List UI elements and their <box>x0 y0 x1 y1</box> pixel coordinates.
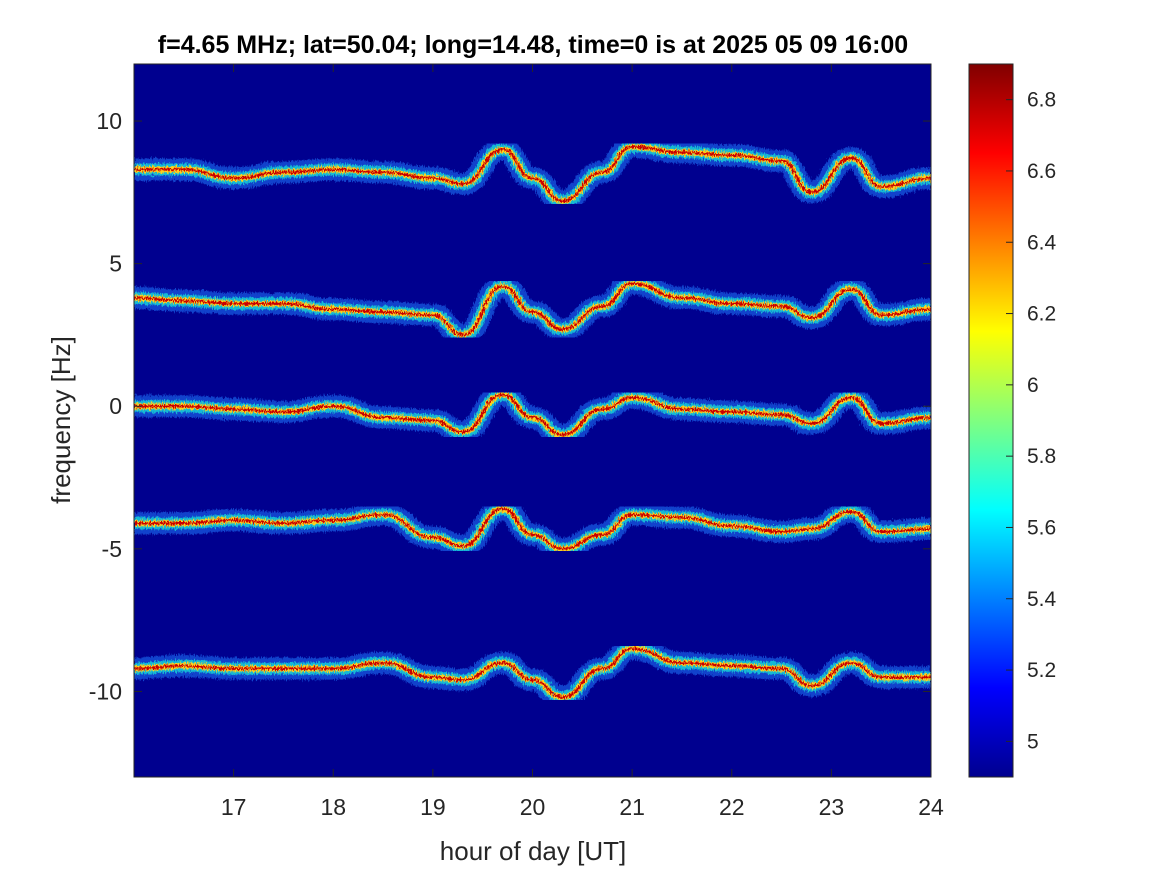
y-tick-label: -5 <box>102 536 122 562</box>
trace-line <box>134 393 931 437</box>
x-axis-label: hour of day [UT] <box>440 836 626 866</box>
x-tick-label: 24 <box>918 794 944 820</box>
x-tick-label: 21 <box>619 794 645 820</box>
colorbar-tick-label: 5.6 <box>1027 516 1056 539</box>
y-axis-label: frequency [Hz] <box>46 336 76 504</box>
colorbar-tick-label: 6.8 <box>1027 89 1056 112</box>
x-axis: 17 18 19 20 21 22 23 24 <box>221 64 944 820</box>
y-tick-label: -10 <box>89 678 122 704</box>
colorbar-tick-label: 5.8 <box>1027 445 1056 468</box>
spectral-traces <box>134 135 931 709</box>
colorbar-ticks: 6.8 6.6 6.4 6.2 6 5.8 5.6 5.4 5.2 5 <box>1006 89 1057 753</box>
colorbar-tick-label: 6 <box>1027 374 1039 397</box>
trace-line <box>134 282 931 337</box>
trace-line <box>134 507 931 551</box>
trace-3 <box>134 383 931 446</box>
y-tick-label: 10 <box>96 108 122 134</box>
chart-title: f=4.65 MHz; lat=50.04; long=14.48, time=… <box>158 31 908 59</box>
trace-line <box>134 647 931 699</box>
trace-line <box>134 145 931 203</box>
colorbar <box>968 63 1014 778</box>
colorbar-tick-label: 6.6 <box>1027 160 1056 183</box>
y-tick-label: 0 <box>109 393 122 419</box>
x-tick-label: 20 <box>520 794 546 820</box>
x-tick-label: 17 <box>221 794 247 820</box>
colorbar-tick-label: 5 <box>1027 730 1039 753</box>
colorbar-tick-label: 5.4 <box>1027 588 1057 611</box>
colorbar-tick-label: 6.2 <box>1027 303 1056 326</box>
y-tick-label: 5 <box>109 251 122 277</box>
x-tick-label: 23 <box>819 794 845 820</box>
trace-2 <box>134 272 931 346</box>
x-tick-label: 18 <box>320 794 346 820</box>
x-tick-label: 19 <box>420 794 446 820</box>
y-axis: 10 5 0 -5 -10 <box>89 108 931 704</box>
trace-1 <box>134 135 931 212</box>
colorbar-tick-label: 5.2 <box>1027 659 1056 682</box>
colorbar-tick-label: 6.4 <box>1027 231 1057 254</box>
x-tick-label: 22 <box>719 794 745 820</box>
trace-4 <box>134 497 931 560</box>
trace-5 <box>134 637 931 709</box>
